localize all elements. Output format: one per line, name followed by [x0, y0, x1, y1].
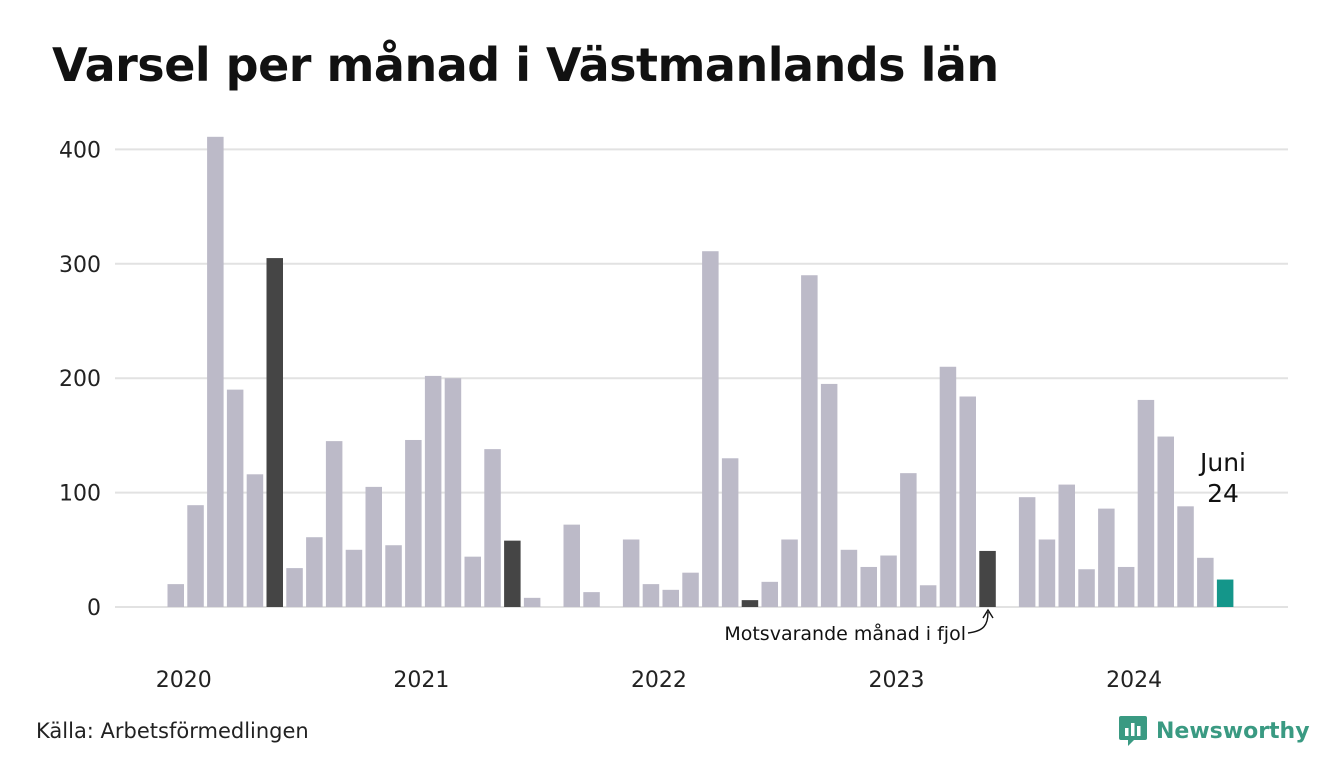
bar	[741, 600, 759, 607]
bar	[959, 396, 976, 607]
y-tick-label: 200	[59, 367, 101, 392]
annotations: Juni 24 Motsvarande månad i fjol	[724, 448, 1246, 645]
last-value-label: 24	[1207, 479, 1239, 508]
x-axis: 2020 2021 2022 2023 2024	[156, 668, 1162, 693]
last-month-label: Juni	[1198, 448, 1246, 477]
bar	[365, 486, 382, 607]
bar	[702, 251, 719, 607]
source-note: Källa: Arbetsförmedlingen	[36, 719, 309, 743]
x-tick-label: 2024	[1106, 668, 1162, 693]
bar	[424, 375, 442, 607]
bar	[919, 585, 937, 607]
bar	[939, 366, 957, 607]
bar	[523, 597, 541, 607]
bar	[1137, 399, 1155, 607]
bar	[464, 556, 481, 607]
y-tick-label: 300	[59, 253, 101, 278]
bars	[167, 136, 1234, 608]
bar	[1216, 579, 1234, 607]
bar	[820, 383, 838, 607]
bar	[266, 258, 283, 607]
bar	[484, 449, 501, 607]
bar	[226, 389, 244, 607]
bar	[1018, 497, 1036, 607]
bar	[444, 378, 462, 607]
bar	[860, 566, 877, 607]
x-tick-label: 2023	[869, 668, 925, 693]
y-axis: 0 100 200 300 400	[59, 138, 101, 621]
y-tick-label: 100	[59, 482, 101, 507]
x-tick-label: 2021	[393, 668, 449, 693]
bar	[405, 439, 422, 607]
newsworthy-logo-icon	[1119, 716, 1147, 746]
bar	[1038, 539, 1056, 607]
bar	[167, 584, 184, 607]
bar	[583, 592, 600, 607]
same-month-last-year-label: Motsvarande månad i fjol	[724, 622, 966, 645]
bar	[207, 136, 224, 608]
bar	[286, 568, 303, 607]
brand-logo: Newsworthy	[1118, 714, 1310, 748]
bar	[642, 584, 660, 607]
bar	[1058, 484, 1075, 607]
bar	[662, 589, 679, 607]
bar	[840, 549, 858, 607]
bar	[246, 474, 264, 607]
x-tick-label: 2022	[631, 668, 687, 693]
bar	[1197, 557, 1214, 607]
bar	[979, 550, 996, 607]
bar	[325, 441, 343, 607]
bar	[1157, 436, 1174, 607]
bar	[900, 473, 917, 607]
bar	[1098, 508, 1115, 607]
y-tick-label: 0	[87, 596, 101, 621]
brand-name: Newsworthy	[1156, 718, 1310, 744]
chart-title: Varsel per månad i Västmanlands län	[52, 38, 999, 92]
bar	[504, 540, 521, 607]
bar	[721, 458, 739, 607]
bar	[563, 524, 580, 607]
x-tick-label: 2020	[156, 668, 212, 693]
bar	[761, 581, 778, 607]
bar	[345, 549, 363, 607]
bar	[880, 555, 897, 607]
bar	[187, 505, 204, 607]
bar	[1117, 566, 1135, 607]
bar	[1078, 569, 1095, 607]
bar	[781, 539, 798, 607]
bar	[306, 537, 323, 607]
bar	[801, 275, 818, 607]
bar	[1177, 506, 1194, 607]
bar	[682, 572, 699, 607]
y-tick-label: 400	[59, 138, 101, 163]
annotation-arrow-head	[982, 608, 994, 619]
bar	[385, 545, 402, 607]
annotation-arrow	[967, 611, 989, 634]
bar	[622, 539, 640, 607]
